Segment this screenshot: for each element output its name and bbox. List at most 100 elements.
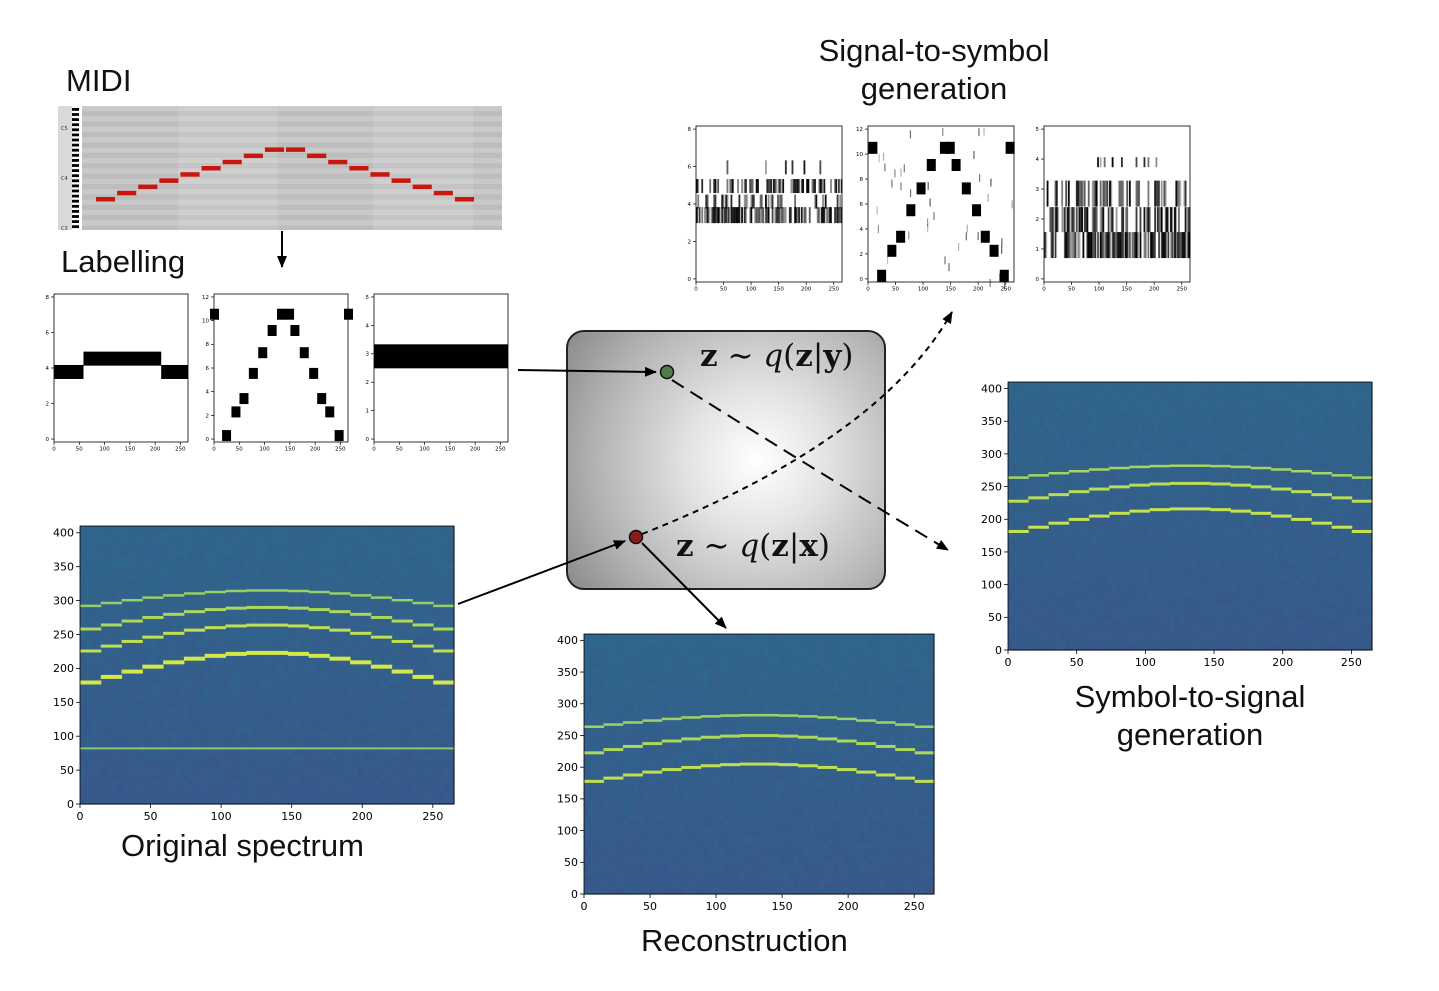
spectrogram-harmonic xyxy=(433,627,455,631)
spectrogram-cell xyxy=(619,848,625,856)
spectrogram-cell xyxy=(584,667,590,675)
spectrogram-cell xyxy=(644,730,650,737)
generated-stripe xyxy=(1065,180,1068,207)
spectrogram-harmonic xyxy=(142,615,164,619)
spectrogram-cell xyxy=(395,550,402,557)
spectrogram-cell xyxy=(599,656,605,663)
midi-note xyxy=(433,190,453,196)
spectrogram-cell xyxy=(85,598,92,606)
spectrogram-cell xyxy=(90,568,97,575)
spectrogram-cell xyxy=(684,667,690,675)
spectrogram-cell xyxy=(218,683,225,690)
spectrogram-cell xyxy=(288,634,295,642)
spectrogram-cell xyxy=(448,707,455,714)
spectrogram-cell xyxy=(352,707,359,714)
spectrogram-cell xyxy=(584,882,590,889)
spectrogram-cell xyxy=(80,538,86,545)
spectrogram-cell xyxy=(277,628,284,636)
spectrogram-cell xyxy=(202,634,209,642)
generated-stripe xyxy=(1154,232,1156,259)
spectrogram-cell xyxy=(283,634,289,642)
spectrogram-cell xyxy=(288,526,295,533)
spectrogram-cell xyxy=(594,809,600,816)
spectrogram-cell xyxy=(261,683,268,690)
spectrogram-cell xyxy=(604,860,610,867)
spectrogram-cell xyxy=(437,707,444,714)
spectrogram-harmonic xyxy=(100,623,123,627)
spectrogram-cell xyxy=(443,616,450,624)
spectrogram-cell xyxy=(90,671,97,678)
spectrogram-cell xyxy=(336,743,343,751)
spectrogram-cell xyxy=(304,797,311,805)
spectrogram-cell xyxy=(304,761,311,769)
midi-note xyxy=(412,184,432,190)
spectrogram-cell xyxy=(229,610,236,618)
spectrogram-cell xyxy=(85,767,92,775)
spectrogram-cell xyxy=(594,871,600,878)
spectrogram-cell xyxy=(165,731,172,739)
spectrogram-cell xyxy=(117,616,124,624)
spectrogram-cell xyxy=(379,598,386,606)
x-tick-label: 150 xyxy=(281,810,302,823)
spectrogram-cell xyxy=(639,803,645,810)
spectrogram-cell xyxy=(448,568,455,575)
spectrogram-cell xyxy=(639,724,645,731)
spectrogram-cell xyxy=(176,640,183,648)
spectrogram-cell xyxy=(181,677,188,684)
midi-bar-shade xyxy=(178,106,278,230)
spectrogram-cell xyxy=(443,628,450,636)
spectrogram-cell xyxy=(299,695,305,702)
spectrogram-cell xyxy=(224,707,231,714)
spectrogram-cell xyxy=(619,701,625,709)
spectrogram-cell xyxy=(261,556,268,563)
spectrogram-cell xyxy=(283,658,289,666)
spectrogram-cell xyxy=(277,526,284,533)
spectrogram-cell xyxy=(112,616,118,624)
spectrogram-cell xyxy=(138,526,145,533)
spectrogram-cell xyxy=(245,761,252,769)
spectrogram-cell xyxy=(160,677,167,684)
spectrogram-cell xyxy=(160,538,167,545)
spectrogram-cell xyxy=(208,646,215,654)
generated-stripe xyxy=(798,207,801,224)
spectrogram-cell xyxy=(224,785,231,793)
spectrogram-cell xyxy=(347,550,354,557)
midi-grid-row xyxy=(82,204,502,210)
spectrogram-cell xyxy=(197,749,204,757)
spectrogram-cell xyxy=(384,556,391,563)
spectrogram-cell xyxy=(208,544,215,551)
generated-stripe xyxy=(1136,232,1139,259)
spectrogram-cell xyxy=(395,634,402,642)
spectrogram-cell xyxy=(331,737,338,745)
spectrogram-cell xyxy=(149,743,156,751)
spectrogram-cell xyxy=(644,758,650,765)
spectrogram-cell xyxy=(186,761,193,769)
spectrogram-cell xyxy=(277,791,284,799)
spectrogram-cell xyxy=(256,671,263,678)
spectrogram-cell xyxy=(96,755,102,763)
spectrogram-cell xyxy=(96,604,102,612)
spectrogram-cell xyxy=(202,707,209,714)
spectrogram-cell xyxy=(395,562,402,569)
spectrogram-cell xyxy=(165,713,172,720)
spectrogram-cell xyxy=(261,665,268,672)
spectrogram-cell xyxy=(256,677,263,684)
spectrogram-cell xyxy=(138,586,145,594)
spectrogram-cell xyxy=(96,671,102,678)
spectrogram-cell xyxy=(202,538,209,545)
spectrogram-cell xyxy=(654,730,660,737)
spectrogram-cell xyxy=(149,622,156,630)
spectrogram-cell xyxy=(654,820,660,827)
generated-stripe xyxy=(1128,232,1131,259)
spectrogram-cell xyxy=(122,622,129,630)
spectrogram-cell xyxy=(197,652,204,660)
label-block xyxy=(248,367,258,379)
spectrogram-cell xyxy=(336,586,343,594)
spectrogram-cell xyxy=(341,544,348,551)
spectrogram-cell xyxy=(589,860,595,867)
spectrogram-cell xyxy=(176,761,183,769)
spectrogram-cell xyxy=(176,568,183,575)
spectrogram-cell xyxy=(594,758,600,765)
generated-stripe xyxy=(1143,232,1146,259)
spectrogram-cell xyxy=(272,767,279,775)
